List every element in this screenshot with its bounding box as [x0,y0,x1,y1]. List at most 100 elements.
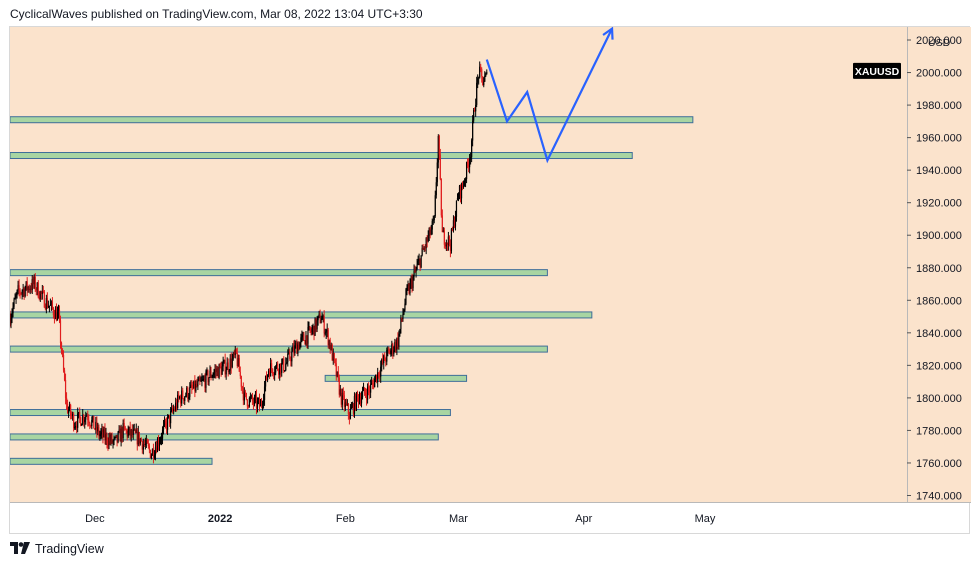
candle-body [269,370,271,377]
candle-body [74,427,76,429]
candle-body [131,429,133,435]
symbol-badge[interactable] [853,62,901,79]
candle-body [355,392,358,410]
candle-body [207,371,209,383]
candle-body [236,352,238,367]
candle-body [250,395,253,398]
candle-body [481,69,483,77]
candle-body [293,346,295,354]
candle-body [395,342,397,350]
candle-body [61,351,64,355]
candle-body [430,229,432,235]
candle-body [55,309,58,321]
candle-body [134,429,136,433]
candle-body [126,430,128,437]
support-resistance-zone[interactable] [10,409,451,417]
candle-body [212,375,214,377]
candle-body [234,348,236,355]
candle-body [394,342,396,351]
candle-body [88,420,90,424]
candle-body [267,370,270,375]
candle-body [409,282,411,294]
candle-body [25,281,27,289]
candle-body [484,75,486,82]
candle-body [438,136,440,155]
candle-body [124,426,126,430]
candle-body [91,419,93,427]
candle-body [182,390,184,399]
candle-body [435,182,437,196]
candle-body [342,392,344,396]
candle-body [262,399,265,405]
footer-brand[interactable]: TradingView [35,542,104,556]
candle-body [47,306,49,308]
candle-body [463,180,466,186]
candle-body [114,437,116,439]
candle-body [311,329,313,333]
candle-body [185,395,187,397]
candle-body [450,229,453,251]
candle-body [37,282,39,298]
chart-frame[interactable]: 1740.000 1760.000 1780.000 1800.000 1820.000… [9,26,971,535]
candle-body [15,295,17,298]
candle-body [361,391,364,398]
candle-body [437,136,439,163]
candle-body [428,227,430,236]
candle-body [473,110,475,121]
candle-body [476,82,478,105]
candle-body [389,350,391,355]
candle-body [221,366,223,375]
candle-body [43,291,45,308]
candle-body [95,421,97,429]
price-scale-background [907,27,971,502]
candle-body [486,72,488,74]
candle-body [179,396,181,399]
candle-body [331,344,333,361]
support-resistance-zone[interactable] [10,152,633,160]
candle-body [286,361,288,364]
symbol-label: XAUUSD [855,66,900,78]
candle-body [260,402,263,405]
candle-body [416,264,418,270]
candle-body [231,358,233,368]
candle-body [470,157,472,160]
support-resistance-zone[interactable] [10,433,439,441]
candle-body [89,423,91,426]
candle-body [167,414,170,418]
candle-body [404,303,406,310]
candle-body [106,434,108,444]
price-chart[interactable]: 1740.000 1760.000 1780.000 1800.000 1820.000… [10,27,971,535]
y-tick-label: 1780.000 [916,425,962,437]
support-resistance-zone[interactable] [10,457,213,465]
candle-body [94,428,96,430]
candle-body [255,395,258,409]
candle-body [278,369,280,375]
candle-body [322,316,324,319]
support-resistance-zone[interactable] [10,269,548,277]
candle-body [189,387,191,397]
candle-body [11,313,13,319]
author-name[interactable]: CyclicalWaves [10,7,88,21]
candle-body [301,334,303,338]
projection-path[interactable] [485,28,614,164]
x-tick-label: May [695,513,716,525]
candle-body [129,426,131,436]
candle-body [369,389,371,393]
footer: TradingView [10,542,104,556]
support-resistance-zone[interactable] [10,116,694,124]
candle-body [408,286,410,294]
support-resistance-zone[interactable] [10,311,593,319]
tradingview-logo-icon[interactable] [10,542,30,556]
candle-body [343,395,345,407]
candle-body [191,384,193,389]
candle-body [187,387,189,399]
candle-body [51,301,54,309]
support-resistance-zone[interactable] [10,345,548,353]
candle-body [314,318,316,336]
currency-label: USD [928,37,951,49]
support-resistance-zone[interactable] [324,374,468,382]
candle-body [378,372,380,377]
candle-body [247,406,249,408]
candle-body [42,290,44,292]
candle-body [257,398,260,402]
